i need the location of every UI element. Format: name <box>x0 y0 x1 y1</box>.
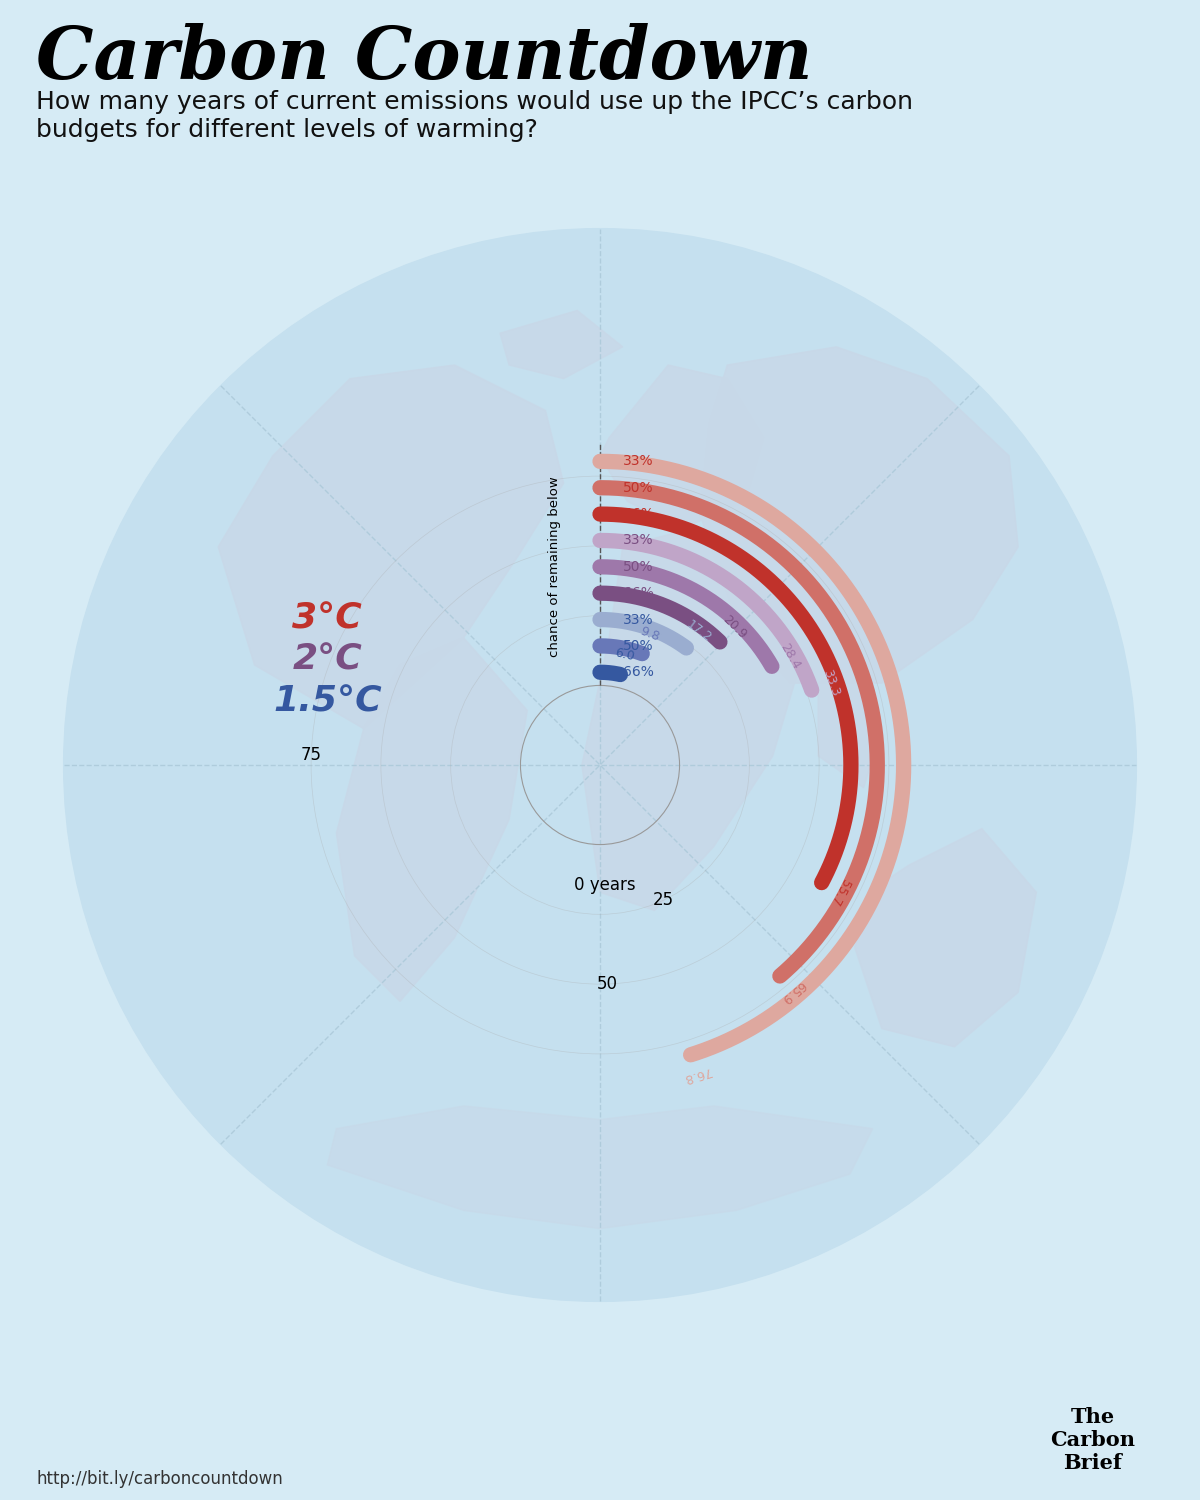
Text: chance of remaining below: chance of remaining below <box>548 477 562 657</box>
Text: Carbon Countdown: Carbon Countdown <box>36 22 812 93</box>
Text: 33%: 33% <box>623 454 653 468</box>
Text: 9.8: 9.8 <box>638 626 661 644</box>
Text: 33%: 33% <box>623 612 653 627</box>
Text: 55.7: 55.7 <box>828 878 852 908</box>
Text: 17.2: 17.2 <box>684 618 714 645</box>
Text: 66%: 66% <box>623 586 654 600</box>
Text: 1.5°C: 1.5°C <box>272 686 382 718</box>
Polygon shape <box>328 1106 872 1228</box>
Text: 50%: 50% <box>623 480 653 495</box>
Text: 20.9: 20.9 <box>720 614 749 642</box>
Polygon shape <box>336 638 527 1002</box>
Text: The
Carbon
Brief: The Carbon Brief <box>1050 1407 1135 1473</box>
Polygon shape <box>854 828 1037 1047</box>
Polygon shape <box>582 528 800 910</box>
Text: 33%: 33% <box>623 534 653 548</box>
Text: 50%: 50% <box>623 560 653 574</box>
Text: 66%: 66% <box>623 507 654 520</box>
Text: 0 years: 0 years <box>574 876 635 894</box>
Text: 3°C: 3°C <box>293 602 362 634</box>
Polygon shape <box>700 346 1018 682</box>
Text: 66%: 66% <box>623 666 654 680</box>
Polygon shape <box>600 364 763 528</box>
Polygon shape <box>500 310 623 378</box>
Text: 2°C: 2°C <box>293 644 362 676</box>
Text: 25: 25 <box>653 891 673 909</box>
Polygon shape <box>818 664 882 788</box>
Polygon shape <box>218 364 564 729</box>
Text: 33.3: 33.3 <box>821 668 841 699</box>
Text: 76.8: 76.8 <box>682 1064 712 1084</box>
Text: 28.4: 28.4 <box>778 640 802 672</box>
Text: http://bit.ly/carboncountdown: http://bit.ly/carboncountdown <box>36 1470 283 1488</box>
Text: 65.9: 65.9 <box>779 978 808 1005</box>
Text: 75: 75 <box>301 746 322 764</box>
Text: 6.0: 6.0 <box>613 646 636 663</box>
Text: 50%: 50% <box>623 639 653 652</box>
Text: How many years of current emissions would use up the IPCC’s carbon
budgets for d: How many years of current emissions woul… <box>36 90 913 142</box>
Text: 50: 50 <box>598 975 618 993</box>
Circle shape <box>64 228 1136 1302</box>
